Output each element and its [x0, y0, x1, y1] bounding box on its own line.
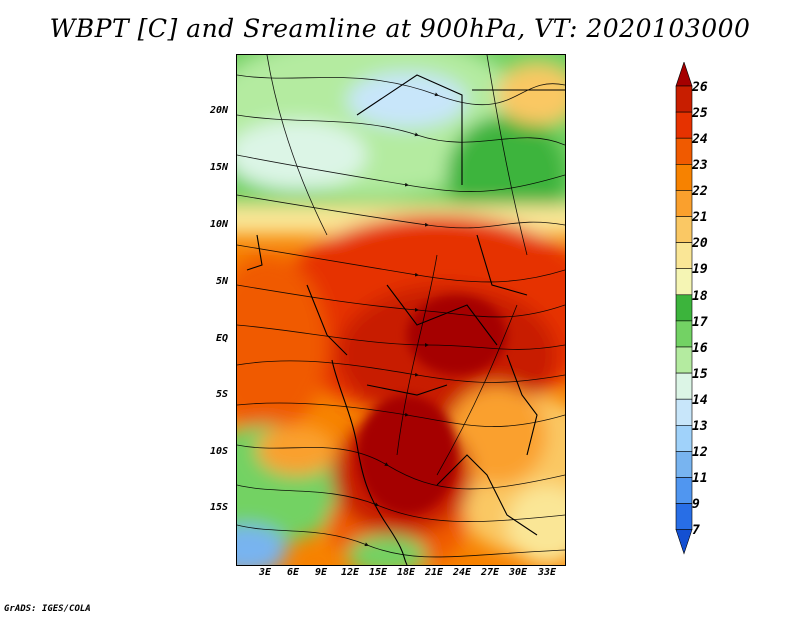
lat-label-10s: 10S: [209, 446, 228, 457]
lon-label-21e: 21E: [424, 567, 444, 578]
colorbar-swatch: [675, 85, 693, 113]
colorbar-label-22: 22: [692, 184, 708, 199]
grads-credit: GrADS: IGES/COLA: [4, 604, 91, 614]
lat-label-15s: 15S: [209, 502, 228, 513]
colorbar-swatch: [675, 503, 693, 531]
lat-label-10n: 10N: [209, 219, 228, 230]
colorbar-label-25: 25: [692, 106, 708, 121]
lon-label-27e: 27E: [480, 567, 500, 578]
colorbar-swatch: [675, 111, 693, 139]
colorbar-swatch: [675, 372, 693, 400]
lat-label-eq: EQ: [215, 333, 228, 344]
colorbar-swatch: [675, 320, 693, 348]
colorbar-swatch: [675, 477, 693, 504]
colorbar-label-24: 24: [692, 132, 708, 147]
colorbar-swatch: [675, 346, 693, 374]
lon-label-33e: 33E: [537, 567, 557, 578]
lat-label-5s: 5S: [215, 389, 228, 400]
colorbar-swatch: [675, 424, 693, 452]
colorbar-swatch: [675, 268, 693, 296]
chart-title: WBPT [C] and Sreamline at 900hPa, VT: 20…: [49, 14, 751, 43]
colorbar-swatch: [675, 216, 693, 243]
colorbar-label-9: 9: [692, 497, 700, 512]
colorbar-swatch: [675, 451, 693, 478]
colorbar-label-17: 17: [692, 315, 708, 330]
colorbar-label-13: 13: [692, 419, 708, 434]
colorbar-label-14: 14: [692, 393, 708, 408]
colorbar-label-11: 11: [692, 471, 708, 486]
colorbar-label-21: 21: [692, 210, 708, 225]
colorbar-swatch: [675, 294, 693, 322]
colorbar-label-23: 23: [692, 158, 708, 173]
colorbar-swatch: [675, 398, 693, 426]
colorbar-swatch: [675, 529, 693, 555]
lon-label-12e: 12E: [340, 567, 360, 578]
lon-label-24e: 24E: [452, 567, 472, 578]
lon-label-9e: 9E: [314, 567, 328, 578]
map-panel: [236, 54, 566, 566]
colorbar-swatch: [675, 137, 693, 165]
colorbar-swatch: [675, 190, 693, 217]
colorbar-label-20: 20: [692, 236, 708, 251]
colorbar-label-26: 26: [692, 80, 708, 95]
colorbar-label-7: 7: [692, 523, 700, 538]
colorbar-label-19: 19: [692, 262, 708, 277]
lat-label-15n: 15N: [209, 162, 228, 173]
lon-label-15e: 15E: [368, 567, 388, 578]
colorbar-label-18: 18: [692, 289, 708, 304]
colorbar-swatch: [675, 164, 693, 191]
colorbar-swatch: [675, 62, 693, 87]
colorbar: [675, 62, 693, 555]
colorbar-swatch: [675, 242, 693, 270]
map-field: [237, 55, 565, 565]
lat-label-20n: 20N: [209, 105, 228, 116]
lon-label-18e: 18E: [396, 567, 416, 578]
lat-label-5n: 5N: [215, 276, 228, 287]
lon-label-30e: 30E: [508, 567, 528, 578]
lon-label-6e: 6E: [286, 567, 300, 578]
lon-label-3e: 3E: [258, 567, 272, 578]
colorbar-label-16: 16: [692, 341, 708, 356]
colorbar-label-12: 12: [692, 445, 708, 460]
colorbar-label-15: 15: [692, 367, 708, 382]
